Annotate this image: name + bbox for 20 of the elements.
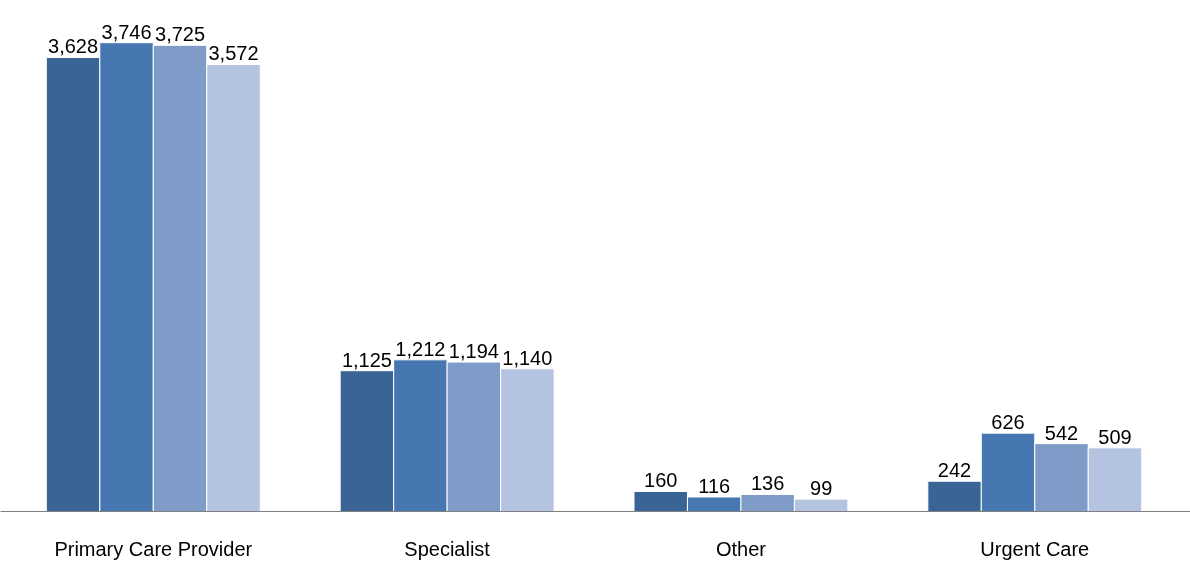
data-label: 136 (751, 472, 785, 495)
data-label: 3,746 (101, 20, 152, 43)
x-tick-label: Specialist (404, 537, 491, 560)
x-tick-label: Urgent Care (980, 537, 1090, 560)
data-label: 242 (937, 459, 972, 482)
data-label: 1,140 (502, 346, 553, 369)
x-tick-label: Primary Care Provider (54, 537, 253, 560)
x-tick-label: Other (715, 537, 767, 560)
data-label: 542 (1044, 421, 1079, 444)
data-label: 509 (1098, 425, 1132, 448)
data-label: 3,725 (155, 23, 206, 46)
data-label: 3,572 (208, 42, 259, 65)
data-label: 3,628 (48, 35, 99, 58)
data-label: 626 (991, 411, 1025, 434)
data-label: 116 (698, 474, 731, 497)
data-label: 1,194 (448, 340, 499, 363)
data-label: 1,125 (341, 348, 392, 371)
data-label: 1,212 (395, 337, 446, 360)
data-label: 99 (810, 477, 833, 500)
data-label: 160 (644, 469, 678, 492)
